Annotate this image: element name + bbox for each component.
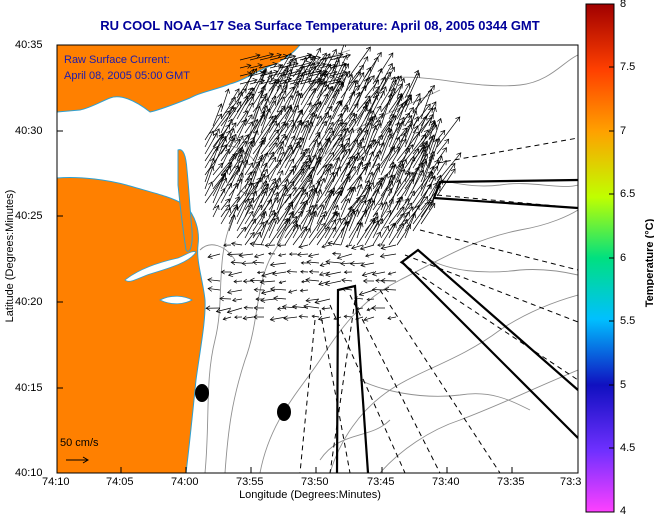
colorbar-tick-label: 4 xyxy=(620,505,627,517)
scale-label: 50 cm/s xyxy=(60,437,99,449)
y-axis-label: Latitude (Degrees:Minutes) xyxy=(4,189,16,323)
x-tick-label: 74:10 xyxy=(42,476,70,488)
x-axis-label: Longitude (Degrees:Minutes) xyxy=(239,489,381,501)
y-tick-marks xyxy=(57,130,63,389)
y-tick-label: 40:10 xyxy=(15,467,43,479)
x-tick-label: 73:35 xyxy=(497,476,525,488)
map-title: RU COOL NOAA−17 Sea Surface Temperature:… xyxy=(100,18,540,33)
radial-lines xyxy=(299,137,578,473)
scale-arrow xyxy=(66,456,89,464)
land-north xyxy=(57,45,301,113)
x-tick-label: 73:40 xyxy=(432,476,460,488)
current-time: April 08, 2005 05:00 GMT xyxy=(64,70,190,82)
radar-beams xyxy=(335,178,578,473)
y-tick-label: 40:35 xyxy=(15,39,43,51)
radar-station-marker xyxy=(195,384,209,402)
radar-station-marker xyxy=(277,403,291,421)
colorbar-tick-label: 6.5 xyxy=(620,188,636,200)
colorbar-tick-label: 5.5 xyxy=(620,315,636,327)
colorbar-tick-label: 5 xyxy=(620,379,627,391)
y-tick-label: 40:25 xyxy=(15,210,43,222)
colorbar-tick-marks xyxy=(609,66,614,449)
colorbar-tick-label: 7 xyxy=(620,125,627,137)
x-tick-label: 74:05 xyxy=(106,476,134,488)
x-tick-label: 73:50 xyxy=(301,476,329,488)
land-new-jersey xyxy=(57,177,206,473)
x-tick-label: 73:55 xyxy=(236,476,264,488)
x-tick-label: 73:45 xyxy=(367,476,395,488)
x-tick-label: 73:3 xyxy=(560,476,582,488)
colorbar-tick-label: 6 xyxy=(620,252,627,264)
current-vectors xyxy=(204,45,462,322)
x-tick-marks xyxy=(56,467,513,473)
colorbar-title: Temperature (°C) xyxy=(644,218,654,308)
current-label: Raw Surface Current: xyxy=(64,54,170,66)
colorbar-tick-label: 4.5 xyxy=(620,442,636,454)
x-tick-label: 74:00 xyxy=(171,476,199,488)
land-sandy-hook xyxy=(177,149,193,252)
y-tick-label: 40:15 xyxy=(15,382,43,394)
y-tick-label: 40:30 xyxy=(15,125,43,137)
colorbar-tick-label: 8 xyxy=(620,0,627,10)
colorbar-tick-label: 7.5 xyxy=(620,61,636,73)
river xyxy=(159,295,193,305)
map-frame xyxy=(56,44,579,474)
river xyxy=(124,251,197,282)
y-tick-label: 40:20 xyxy=(15,296,43,308)
